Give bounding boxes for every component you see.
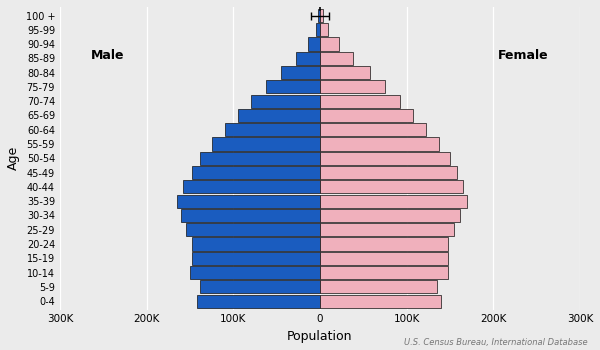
Bar <box>212 138 320 150</box>
Bar <box>224 123 320 136</box>
Bar <box>320 138 439 150</box>
Bar <box>200 152 320 165</box>
Bar <box>320 252 448 265</box>
Bar <box>320 52 353 65</box>
Bar <box>320 209 460 222</box>
Bar <box>190 266 320 279</box>
Bar <box>320 237 448 251</box>
Bar <box>320 109 413 122</box>
Bar <box>316 23 320 36</box>
Bar <box>185 223 320 236</box>
Bar <box>296 52 320 65</box>
Bar <box>197 294 320 308</box>
Bar <box>320 180 463 194</box>
X-axis label: Population: Population <box>287 330 353 343</box>
Bar <box>238 109 320 122</box>
Bar <box>320 123 425 136</box>
Bar <box>181 209 320 222</box>
Bar <box>320 94 400 108</box>
Bar <box>320 223 454 236</box>
Y-axis label: Age: Age <box>7 146 20 170</box>
Text: Female: Female <box>498 49 548 62</box>
Bar <box>320 80 385 93</box>
Bar <box>281 66 320 79</box>
Bar <box>320 195 467 208</box>
Bar <box>183 180 320 194</box>
Bar <box>200 280 320 293</box>
Bar <box>266 80 320 93</box>
Bar <box>251 94 320 108</box>
Bar <box>320 37 339 51</box>
Bar <box>308 37 320 51</box>
Bar <box>320 280 437 293</box>
Bar <box>177 195 320 208</box>
Bar <box>191 237 320 251</box>
Bar <box>318 9 320 22</box>
Bar <box>320 23 328 36</box>
Bar <box>191 166 320 179</box>
Text: Male: Male <box>91 49 125 62</box>
Text: U.S. Census Bureau, International Database: U.S. Census Bureau, International Databa… <box>404 337 588 346</box>
Bar <box>320 166 457 179</box>
Bar <box>320 152 450 165</box>
Bar <box>320 266 448 279</box>
Bar <box>320 66 370 79</box>
Bar <box>320 9 323 22</box>
Bar <box>191 252 320 265</box>
Bar <box>320 294 441 308</box>
